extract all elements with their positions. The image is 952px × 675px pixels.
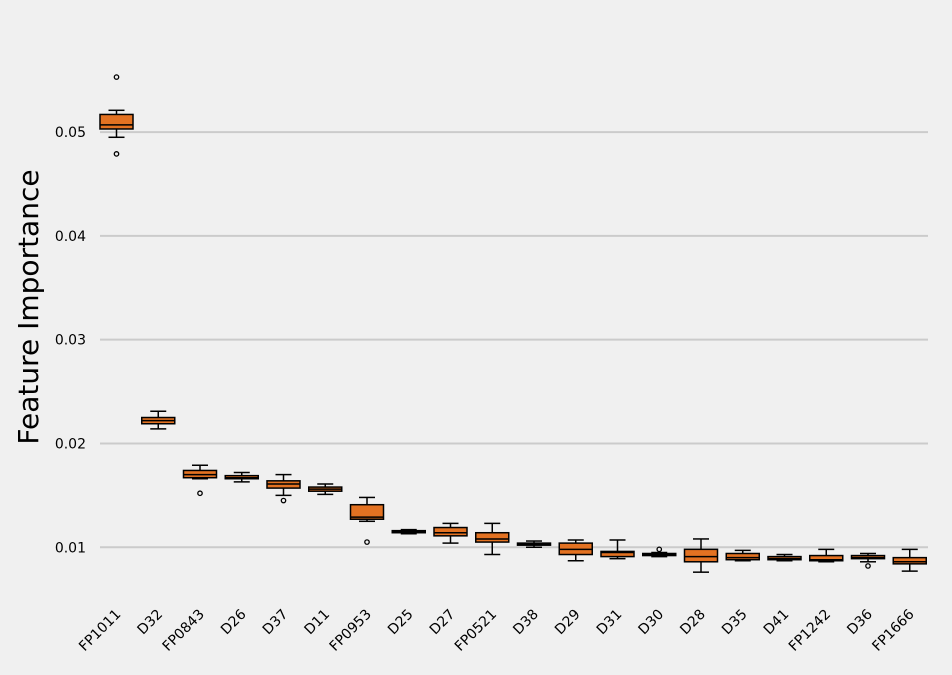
box-iqr <box>349 503 385 520</box>
box-iqr <box>809 554 844 562</box>
y-tick-label: 0.04 <box>55 229 86 245</box>
box-fp1011 <box>99 74 134 157</box>
box-d41 <box>767 553 802 562</box>
y-tick-label: 0.01 <box>55 540 86 556</box>
box-d38 <box>516 540 552 549</box>
outlier-point <box>865 563 871 569</box>
y-tick-label: 0.03 <box>55 333 86 349</box>
box-fp1666 <box>892 548 927 572</box>
outlier-point <box>364 539 370 545</box>
box-iqr <box>99 113 134 130</box>
box-iqr <box>600 550 635 558</box>
box-iqr <box>683 548 719 563</box>
box-d28 <box>683 538 719 573</box>
boxes <box>99 74 927 573</box>
outlier-point <box>280 497 287 504</box>
outlier-point <box>113 151 120 157</box>
box-d36 <box>850 552 886 569</box>
box-iqr <box>892 556 927 565</box>
y-axis-title: Feature Importance <box>12 169 45 444</box>
box-fp0953 <box>349 496 385 545</box>
box-d31 <box>600 539 635 560</box>
box-d11 <box>308 483 343 496</box>
box-d27 <box>433 522 468 544</box>
y-tick-label: 0.02 <box>55 436 86 452</box>
box-iqr <box>725 552 760 561</box>
box-iqr <box>433 526 468 537</box>
outlier-point <box>656 546 663 553</box>
box-d37 <box>266 473 301 504</box>
box-d32 <box>141 410 176 430</box>
outlier-point <box>197 490 203 497</box>
box-d25 <box>391 528 426 535</box>
box-d29 <box>558 539 593 562</box>
box-fp0843 <box>182 464 218 497</box>
box-d35 <box>725 549 760 562</box>
outlier-point <box>113 74 120 80</box>
y-tick-label: 0.05 <box>55 125 86 141</box>
box-d30 <box>642 546 677 558</box>
box-fp1242 <box>809 548 844 563</box>
grid-lines <box>100 131 928 549</box>
box-iqr <box>475 531 510 543</box>
y-axis-ticks: 0.01 0.02 0.03 0.04 0.05 <box>55 125 86 556</box>
box-fp0521 <box>475 522 510 556</box>
box-d26 <box>224 471 259 483</box>
